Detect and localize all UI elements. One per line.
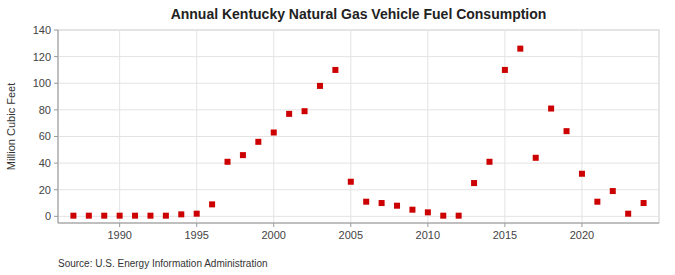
x-tick xyxy=(427,223,428,227)
x-tick xyxy=(196,223,197,227)
point xyxy=(456,213,462,219)
point xyxy=(225,159,231,165)
y-tick xyxy=(54,30,58,31)
y-tick xyxy=(54,216,58,217)
point xyxy=(548,106,554,112)
point xyxy=(286,111,292,117)
point xyxy=(240,152,246,158)
point xyxy=(101,213,107,219)
point xyxy=(625,211,631,217)
y-tick xyxy=(54,189,58,190)
y-tick xyxy=(54,109,58,110)
x-grid-line xyxy=(273,30,274,223)
point xyxy=(255,139,261,145)
y-axis-label: Million Cubic Feet xyxy=(5,83,17,170)
y-tick-label: 40 xyxy=(39,157,51,169)
point xyxy=(70,213,76,219)
point xyxy=(132,213,138,219)
point xyxy=(194,211,200,217)
x-tick xyxy=(350,223,351,227)
x-grid-line xyxy=(196,30,197,223)
y-tick-label: 140 xyxy=(33,24,51,36)
point xyxy=(271,129,277,135)
point xyxy=(579,171,585,177)
y-tick-label: 100 xyxy=(33,77,51,89)
point xyxy=(302,108,308,114)
x-tick-label: 2020 xyxy=(570,229,594,241)
x-tick-label: 2005 xyxy=(339,229,363,241)
y-grid-line xyxy=(58,56,659,57)
point xyxy=(517,46,523,52)
plot-frame xyxy=(58,30,659,223)
x-tick-label: 1990 xyxy=(107,229,131,241)
point xyxy=(564,128,570,134)
y-grid-line xyxy=(58,136,659,137)
point xyxy=(209,201,215,207)
point xyxy=(641,200,647,206)
y-grid-line xyxy=(58,109,659,110)
x-tick xyxy=(119,223,120,227)
y-grid-line xyxy=(58,189,659,190)
x-tick xyxy=(504,223,505,227)
y-grid-line xyxy=(58,163,659,164)
point xyxy=(610,188,616,194)
point xyxy=(440,213,446,219)
point xyxy=(178,211,184,217)
y-tick-label: 20 xyxy=(39,184,51,196)
point xyxy=(163,213,169,219)
x-grid-line xyxy=(427,30,428,223)
point xyxy=(317,83,323,89)
y-axis-line xyxy=(58,30,59,223)
x-grid-line xyxy=(504,30,505,223)
point xyxy=(502,67,508,73)
y-tick-label: 120 xyxy=(33,51,51,63)
y-grid-line xyxy=(58,83,659,84)
x-tick xyxy=(273,223,274,227)
points xyxy=(70,46,646,219)
point xyxy=(147,213,153,219)
y-tick-label: 0 xyxy=(45,210,51,222)
x-tick xyxy=(581,223,582,227)
point xyxy=(117,213,123,219)
point xyxy=(363,199,369,205)
point xyxy=(348,179,354,185)
y-tick-label: 80 xyxy=(39,104,51,116)
point xyxy=(425,209,431,215)
point xyxy=(594,199,600,205)
point xyxy=(394,203,400,209)
y-grid-line xyxy=(58,30,659,31)
chart: 1990 1995 2000 2005 2010 2015 2020 0 20 40 60 80 100… xyxy=(0,0,675,275)
point xyxy=(486,159,492,165)
grid xyxy=(58,30,659,223)
x-grid-line xyxy=(350,30,351,223)
source-note: Source: U.S. Energy Information Administ… xyxy=(58,258,268,269)
x-tick-label: 1995 xyxy=(184,229,208,241)
point xyxy=(332,67,338,73)
x-tick-label: 2015 xyxy=(493,229,517,241)
y-tick xyxy=(54,83,58,84)
x-grid-line xyxy=(119,30,120,223)
x-tick-label: 2010 xyxy=(416,229,440,241)
y-tick-label: 60 xyxy=(39,130,51,142)
point xyxy=(533,155,539,161)
x-axis-line xyxy=(58,223,659,224)
point xyxy=(409,207,415,213)
y-tick xyxy=(54,163,58,164)
x-tick-label: 2000 xyxy=(262,229,286,241)
axes: 1990 1995 2000 2005 2010 2015 2020 0 20 40 60 80 100… xyxy=(33,24,659,241)
point xyxy=(379,200,385,206)
point xyxy=(86,213,92,219)
x-grid-line xyxy=(581,30,582,223)
point xyxy=(471,180,477,186)
y-tick xyxy=(54,136,58,137)
title: Annual Kentucky Natural Gas Vehicle Fuel… xyxy=(171,6,547,22)
y-tick xyxy=(54,56,58,57)
